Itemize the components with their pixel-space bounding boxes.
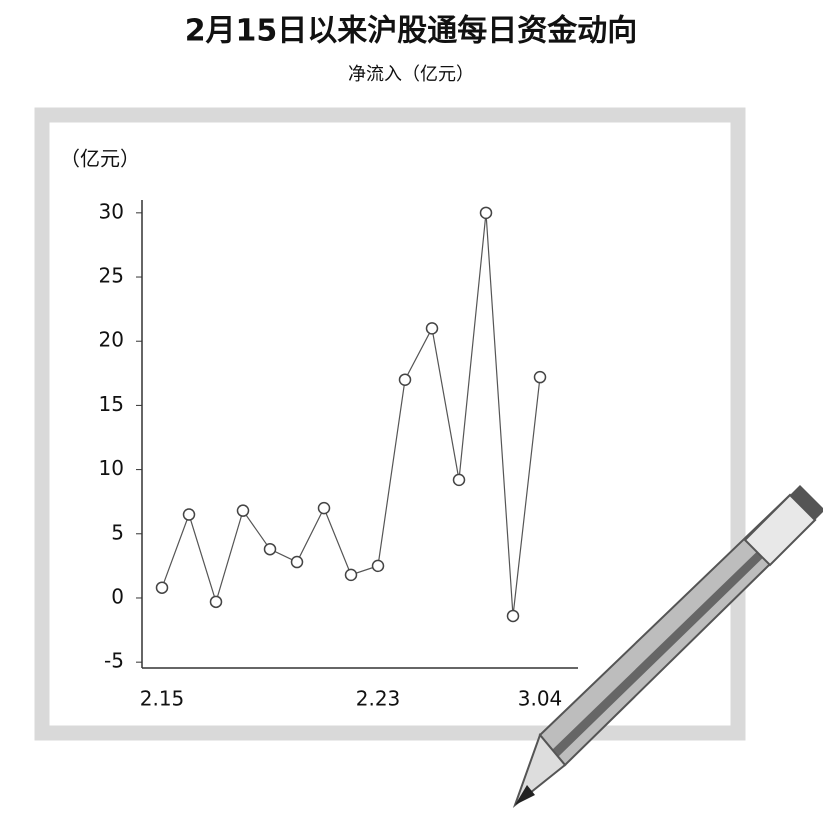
- point: [290, 555, 304, 569]
- point: [209, 595, 223, 609]
- y-tick-label: 5: [111, 520, 124, 544]
- chart-subtitle: 净流入（亿元）: [348, 64, 474, 85]
- y-axis-label: （亿元）: [60, 147, 140, 171]
- point: [533, 370, 547, 384]
- x-tick-label: 2.23: [356, 687, 401, 711]
- point: [182, 508, 196, 521]
- pencil: [512, 485, 823, 808]
- point: [398, 373, 412, 386]
- y-tick-label: 0: [111, 584, 124, 608]
- point: [479, 206, 493, 220]
- point: [263, 542, 277, 556]
- y-tick-label: 20: [99, 328, 124, 352]
- y-tick-label: 30: [99, 199, 124, 223]
- x-tick-label: 3.04: [518, 687, 563, 711]
- x-tick-label: 2.15: [140, 687, 185, 711]
- point: [236, 504, 250, 517]
- frame: [34, 107, 746, 741]
- point: [317, 501, 331, 515]
- y-tick-label: 15: [99, 392, 124, 416]
- y-tick-label: 25: [99, 264, 124, 288]
- point: [425, 322, 439, 335]
- point: [506, 609, 520, 623]
- point: [155, 581, 169, 594]
- y-tick-label: 10: [99, 456, 124, 480]
- chart-title: 2月15日以来沪股通每日资金动向: [185, 14, 638, 49]
- point: [371, 559, 385, 573]
- point: [344, 568, 358, 582]
- y-tick-label: -5: [104, 649, 124, 673]
- point: [452, 473, 466, 487]
